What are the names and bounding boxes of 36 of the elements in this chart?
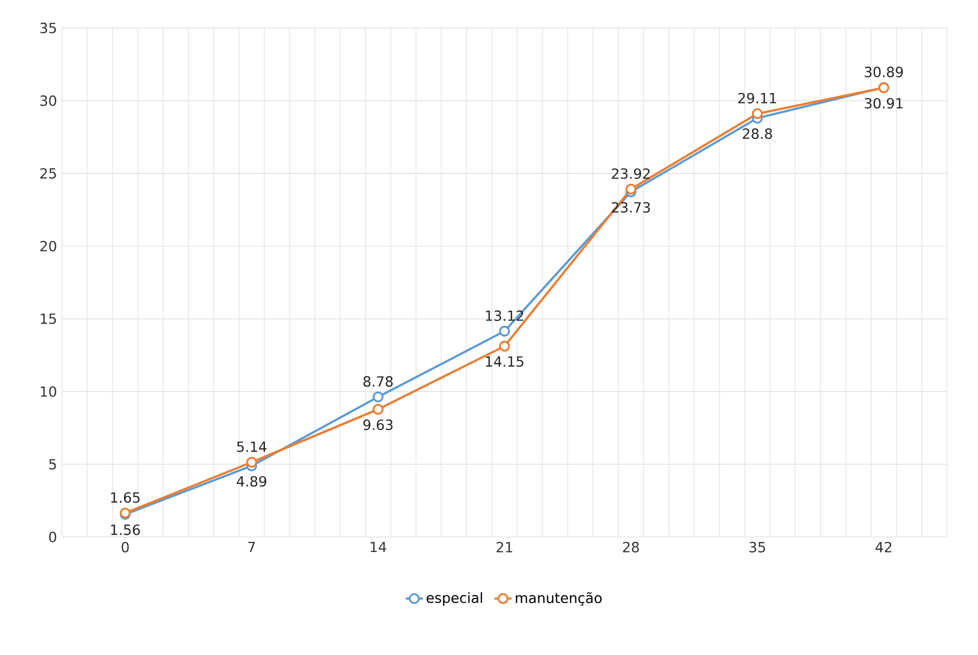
data-label: 23.92: [612, 168, 650, 179]
point: [626, 184, 636, 195]
point: [246, 456, 258, 468]
data-label: 9.63: [363, 419, 393, 430]
y-tick-label: 30: [40, 95, 56, 106]
point: [372, 404, 384, 415]
legend-label: manutenção: [516, 592, 602, 606]
y-tick-label: 20: [40, 240, 56, 252]
data-label: 30.91: [864, 98, 903, 109]
data-label: 4.89: [236, 476, 266, 487]
x-tick-label: 14: [370, 542, 386, 552]
point: [499, 326, 510, 337]
x-tick-label: 35: [750, 542, 766, 552]
data-label: 29.11: [738, 92, 776, 104]
legend-label: especial: [426, 592, 482, 606]
x-tick-label: 0: [122, 542, 129, 552]
y-tick-label: 35: [40, 22, 56, 34]
y-tick-label: 25: [40, 168, 56, 179]
data-label: 5.14: [237, 442, 266, 452]
data-label: 14.15: [486, 356, 524, 367]
data-label: 30.89: [864, 66, 903, 78]
y-tick-label: 5: [49, 459, 56, 470]
x-tick-label: 7: [248, 542, 255, 552]
x-tick-label: 21: [496, 542, 512, 552]
data-label: 8.78: [363, 376, 393, 387]
y-tick-label: 15: [40, 314, 56, 324]
x-tick-label: 42: [876, 542, 892, 552]
data-label: 1.65: [111, 492, 140, 503]
point: [499, 340, 510, 352]
point: [752, 108, 763, 120]
y-tick-label: 0: [49, 532, 56, 542]
point: [372, 392, 384, 402]
data-label: 28.8: [742, 128, 772, 139]
data-label: 1.56: [111, 524, 140, 536]
x-tick-label: 28: [623, 542, 639, 552]
y-tick-label: 10: [40, 386, 56, 397]
